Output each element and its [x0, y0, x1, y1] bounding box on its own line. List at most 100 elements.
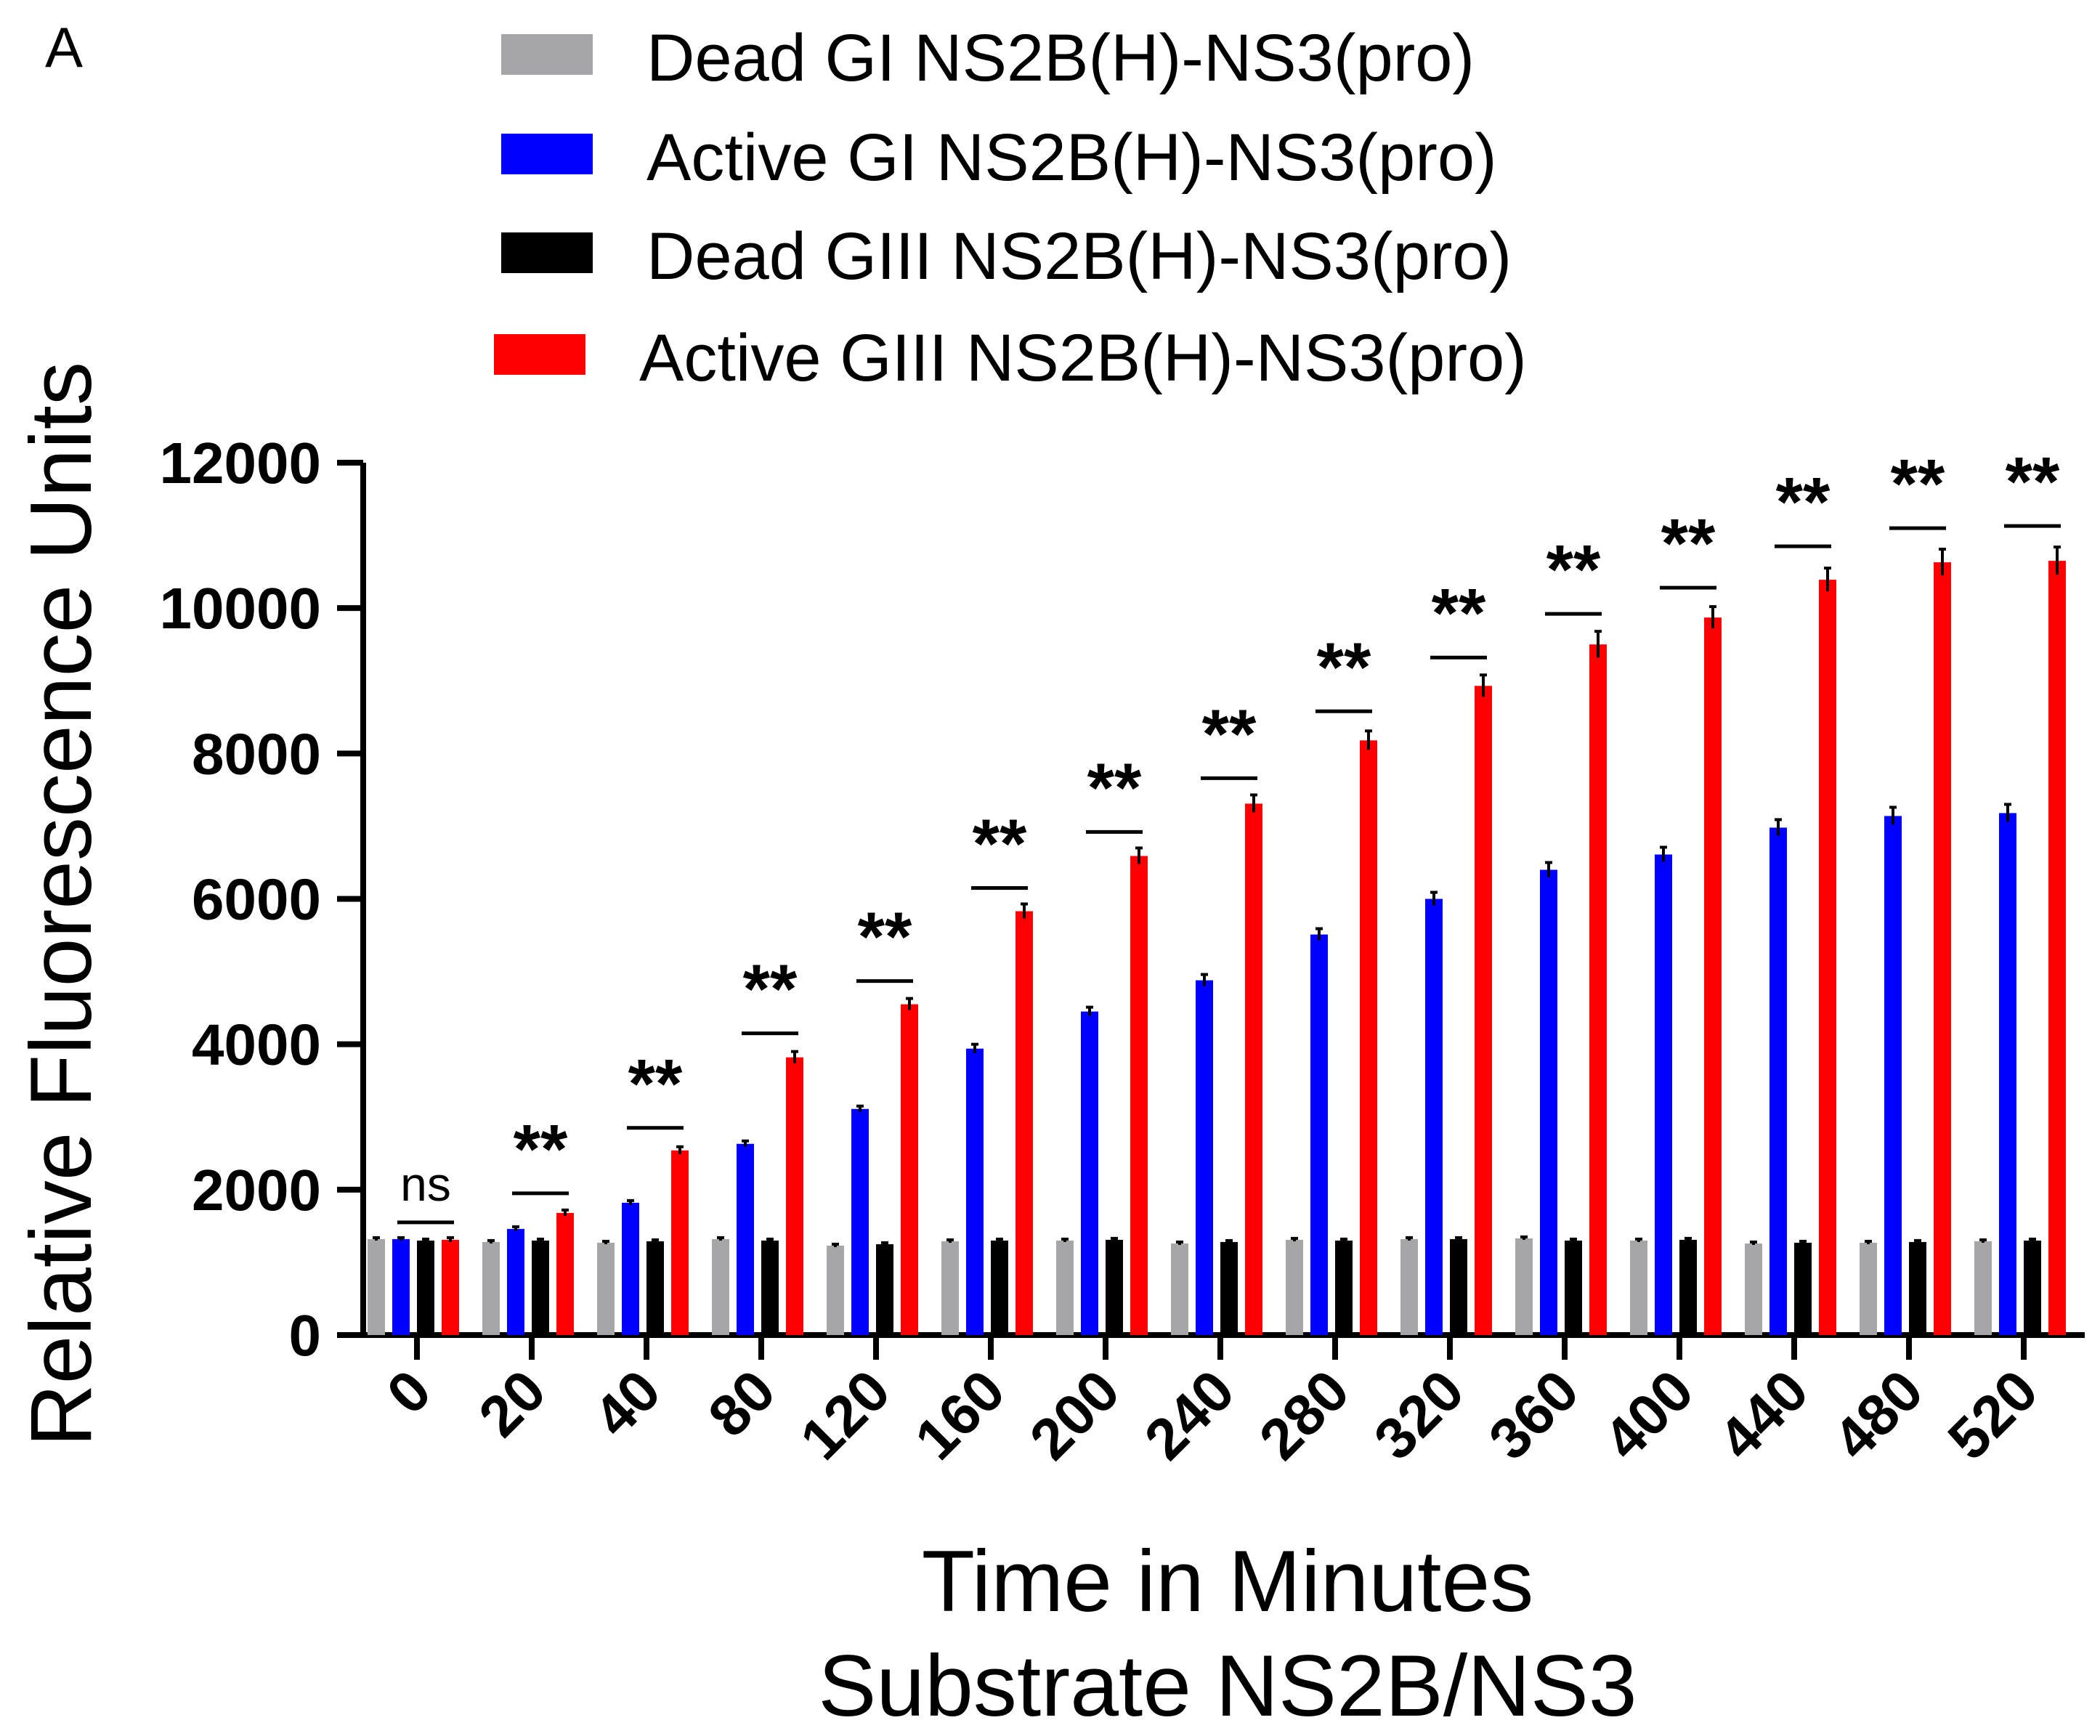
- bar: [1196, 980, 1213, 1335]
- bar: [2024, 1240, 2041, 1335]
- bar: [1974, 1241, 1992, 1335]
- y-axis: 0 2000 4000 6000 8000 10000 12000: [160, 431, 366, 1368]
- bar: [1655, 854, 1672, 1335]
- y-tick-label: 2000: [192, 1158, 321, 1222]
- x-tick-label: 80: [696, 1358, 787, 1449]
- bar: [1171, 1243, 1188, 1335]
- bar: [1884, 816, 1902, 1335]
- y-tick-label: 4000: [192, 1013, 321, 1077]
- bar: [1679, 1239, 1697, 1335]
- bar: [671, 1150, 689, 1335]
- bar: [532, 1240, 549, 1335]
- bar: [482, 1241, 500, 1335]
- bar: [1794, 1242, 1812, 1335]
- x-axis-label-line2: Substrate NS2B/NS3: [818, 1637, 1637, 1735]
- y-tick-label: 8000: [192, 721, 321, 786]
- x-tick-label: 520: [1936, 1358, 2050, 1472]
- bar: [507, 1228, 524, 1335]
- bar: [1015, 911, 1033, 1335]
- bar: [1745, 1243, 1762, 1335]
- bar: [1081, 1011, 1098, 1335]
- legend: Dead GI NS2B(H)-NS3(pro) Active GI NS2B(H…: [494, 21, 1527, 395]
- x-tick-label: 200: [1018, 1358, 1132, 1472]
- bar: [1220, 1241, 1238, 1335]
- legend-swatch-2: [501, 134, 593, 174]
- bar: [761, 1240, 779, 1335]
- bar: [737, 1143, 754, 1335]
- bar: [1475, 686, 1492, 1335]
- bar: [1860, 1242, 1877, 1335]
- x-tick-label: 360: [1477, 1358, 1591, 1472]
- bar: [851, 1108, 869, 1335]
- bar: [786, 1057, 803, 1335]
- bar: [1310, 934, 1328, 1335]
- bar: [1909, 1241, 1926, 1335]
- bar: [1286, 1239, 1303, 1335]
- bar: [2048, 561, 2066, 1335]
- bar: [901, 1004, 918, 1335]
- bar: [941, 1241, 959, 1335]
- bar: [712, 1238, 729, 1335]
- bar: [1335, 1240, 1353, 1335]
- legend-label-4: Active GIII NS2B(H)-NS3(pro): [639, 321, 1527, 395]
- bar: [1630, 1240, 1647, 1335]
- significance-label: **: [1087, 749, 1142, 827]
- y-tick-label: 12000: [160, 431, 321, 495]
- x-tick-label: 480: [1821, 1358, 1935, 1472]
- bar: [1589, 644, 1607, 1335]
- x-tick-label: 440: [1706, 1358, 1820, 1472]
- x-axis-label: Time in Minutes: [922, 1533, 1533, 1630]
- bar: [417, 1240, 434, 1335]
- bar: [1515, 1238, 1533, 1335]
- significance-label: **: [1891, 445, 1945, 523]
- legend-label-1: Dead GI NS2B(H)-NS3(pro): [646, 21, 1475, 95]
- significance-label: **: [1317, 628, 1371, 706]
- bar: [556, 1212, 574, 1335]
- bar: [1106, 1239, 1123, 1335]
- bar: [1056, 1240, 1074, 1335]
- x-tick-label: 240: [1132, 1358, 1246, 1472]
- bar: [1540, 869, 1557, 1335]
- significance-label: **: [628, 1045, 683, 1123]
- significance-label: **: [1776, 463, 1831, 541]
- legend-label-3: Dead GIII NS2B(H)-NS3(pro): [646, 219, 1512, 293]
- bar: [392, 1238, 410, 1335]
- x-tick-label: 320: [1362, 1358, 1476, 1472]
- bar: [1130, 856, 1148, 1335]
- bar: [646, 1241, 664, 1335]
- error-bars: [373, 545, 2061, 1247]
- legend-label-2: Active GI NS2B(H)-NS3(pro): [646, 121, 1497, 195]
- bar: [1425, 899, 1443, 1335]
- bar: [1769, 827, 1787, 1335]
- significance-label: **: [858, 899, 912, 976]
- bar: [1934, 562, 1951, 1335]
- bar: [991, 1240, 1008, 1335]
- bars: [368, 561, 2066, 1335]
- bar: [368, 1238, 385, 1335]
- x-tick-label: 400: [1592, 1358, 1706, 1472]
- panel-label: A: [45, 15, 83, 79]
- x-tick-label: 0: [375, 1358, 443, 1426]
- legend-swatch-1: [501, 34, 593, 75]
- legend-swatch-3: [501, 232, 593, 273]
- bar: [827, 1245, 844, 1335]
- bar: [597, 1242, 615, 1335]
- x-tick-label: 280: [1247, 1358, 1361, 1472]
- bar: [1245, 803, 1262, 1335]
- bar: [1400, 1238, 1418, 1335]
- significance-label: **: [1202, 695, 1257, 773]
- significance-label: **: [1546, 531, 1601, 609]
- y-tick-label: 6000: [192, 867, 321, 932]
- bar: [1819, 580, 1836, 1335]
- bar: [966, 1048, 984, 1335]
- x-tick-label: 40: [581, 1358, 673, 1449]
- bar: [876, 1244, 893, 1335]
- y-axis-label: Relative Fluorescence Units: [12, 362, 110, 1447]
- significance-annotations: ns ** ** ** ** ** ** ** ** ** ** ** ** ** **: [397, 443, 2061, 1225]
- y-tick-label: 0: [289, 1303, 322, 1368]
- bar: [1999, 813, 2016, 1335]
- bar: [1565, 1240, 1582, 1335]
- bar: [1704, 617, 1722, 1335]
- significance-label: **: [1661, 505, 1716, 583]
- significance-label: **: [514, 1111, 568, 1188]
